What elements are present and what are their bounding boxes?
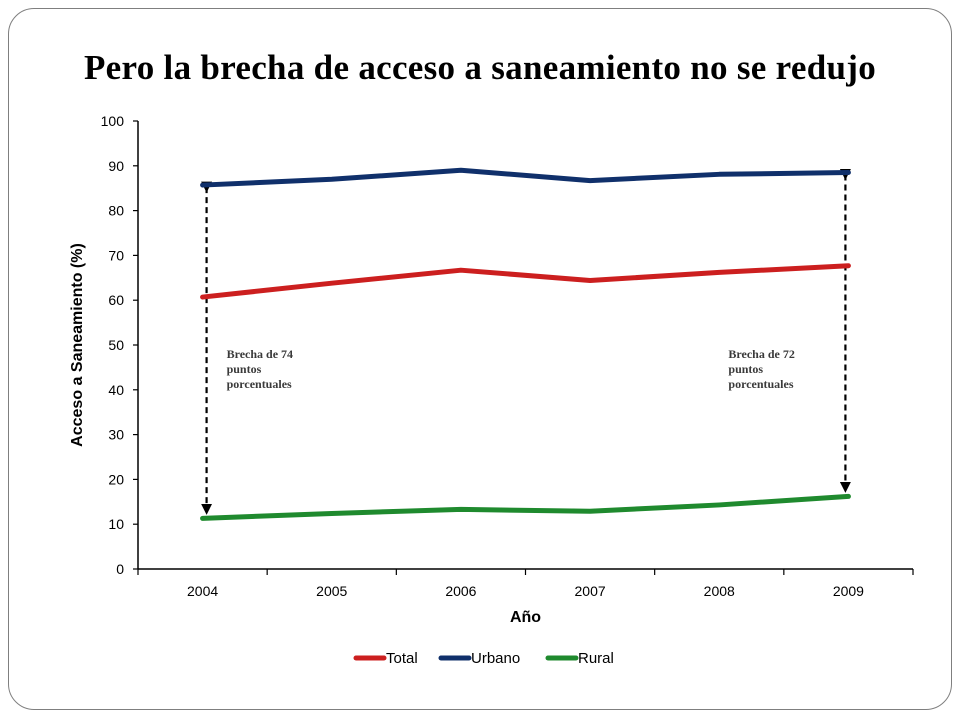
- x-tick-label: 2005: [316, 583, 347, 599]
- y-axis-title: Acceso a Saneamiento (%): [69, 243, 86, 447]
- y-tick-label: 40: [108, 382, 124, 398]
- series-line-rural: [200, 493, 851, 521]
- y-tick-label: 80: [108, 203, 124, 219]
- y-tick-label: 0: [116, 561, 124, 577]
- x-tick-label: 2004: [187, 583, 218, 599]
- series-line-urbano: [200, 167, 851, 188]
- y-tick-label: 20: [108, 471, 124, 487]
- y-tick-label: 90: [108, 158, 124, 174]
- legend-label: Total: [386, 650, 418, 667]
- gap-annotation-text: puntos: [227, 362, 262, 376]
- x-tick-label: 2009: [833, 583, 864, 599]
- y-tick-label: 30: [108, 427, 124, 443]
- gap-annotation-text: Brecha de 72: [728, 347, 794, 361]
- y-tick-label: 60: [108, 292, 124, 308]
- x-tick-label: 2008: [704, 583, 735, 599]
- legend-label: Rural: [578, 650, 614, 667]
- y-tick-label: 100: [101, 113, 125, 129]
- series-line-total: [200, 263, 851, 300]
- gap-annotation-text: porcentuales: [728, 377, 793, 391]
- legend-label: Urbano: [471, 650, 520, 667]
- x-tick-label: 2007: [575, 583, 606, 599]
- slide-frame: [8, 8, 952, 710]
- x-tick-label: 2006: [445, 583, 476, 599]
- gap-annotation-text: Brecha de 74: [227, 347, 293, 361]
- x-axis-title: Año: [510, 609, 541, 626]
- slide-title: Pero la brecha de acceso a saneamiento n…: [83, 48, 877, 87]
- gap-annotation-text: porcentuales: [227, 377, 292, 391]
- y-tick-label: 50: [108, 337, 124, 353]
- gap-annotation-text: puntos: [728, 362, 763, 376]
- y-tick-label: 70: [108, 247, 124, 263]
- y-tick-label: 10: [108, 516, 124, 532]
